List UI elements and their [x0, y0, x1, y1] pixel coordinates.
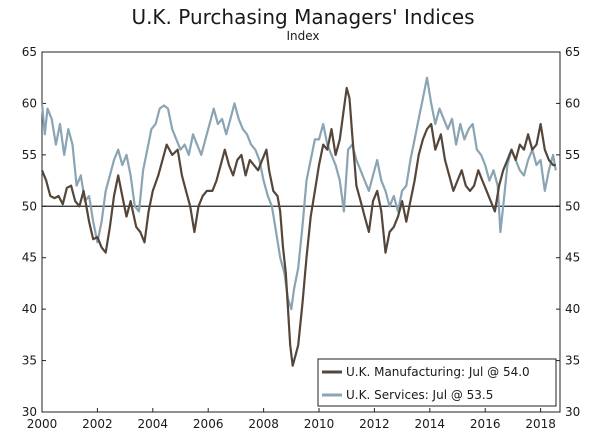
y-tick-label-right: 35	[565, 354, 580, 368]
legend-box	[317, 358, 557, 407]
y-tick-label-left: 55	[22, 148, 37, 162]
y-tick-label-right: 60	[565, 96, 580, 110]
y-tick-label-right: 50	[565, 199, 580, 213]
chart-subtitle: Index	[286, 29, 319, 43]
legend: U.K. Manufacturing: Jul @ 54.0 U.K. Serv…	[317, 358, 557, 407]
x-tick-label: 2002	[82, 417, 113, 431]
x-tick-label: 2010	[304, 417, 335, 431]
y-tick-label-left: 35	[22, 354, 37, 368]
y-tick-label-right: 30	[565, 405, 580, 419]
y-tick-label-left: 40	[22, 302, 37, 316]
series-line-services	[40, 76, 557, 311]
x-tick-label: 2004	[138, 417, 169, 431]
legend-label-services: U.K. Services: Jul @ 53.5	[346, 388, 493, 402]
y-tick-label-right: 65	[565, 45, 580, 59]
y-tick-label-left: 45	[22, 251, 37, 265]
y-tick-label-right: 45	[565, 251, 580, 265]
x-tick-label: 2000	[27, 417, 58, 431]
x-tick-label: 2018	[525, 417, 556, 431]
y-tick-label-left: 30	[22, 405, 37, 419]
x-tick-label: 2012	[359, 417, 390, 431]
legend-label-manufacturing: U.K. Manufacturing: Jul @ 54.0	[346, 365, 530, 379]
y-tick-label-left: 65	[22, 45, 37, 59]
chart-title: U.K. Purchasing Managers' Indices	[131, 5, 474, 29]
y-tick-label-left: 50	[22, 199, 37, 213]
y-tick-label-right: 40	[565, 302, 580, 316]
y-tick-label-right: 55	[565, 148, 580, 162]
x-tick-label: 2006	[193, 417, 224, 431]
y-tick-label-left: 60	[22, 96, 37, 110]
x-tick-label: 2008	[248, 417, 279, 431]
ticks-layer: 30 30 35 35 40 40 45 45 50 50 55 55 60 60 65 65 2000 2002…	[22, 45, 581, 431]
x-tick-label: 2014	[415, 417, 446, 431]
x-tick-label: 2016	[470, 417, 501, 431]
series-line-manufacturing	[40, 86, 556, 367]
series-layer	[40, 76, 557, 367]
plot-frame	[41, 51, 561, 413]
